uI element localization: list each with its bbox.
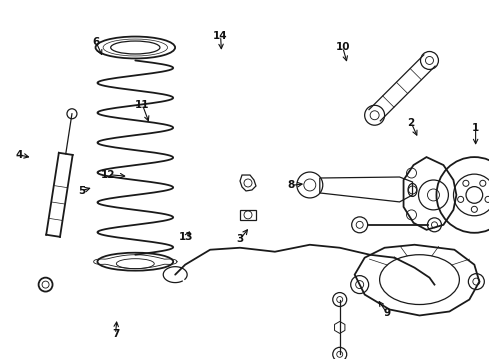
Text: 12: 12 — [101, 170, 116, 180]
Text: 14: 14 — [213, 31, 228, 41]
Text: 6: 6 — [92, 37, 99, 47]
Text: 8: 8 — [288, 180, 295, 190]
Text: 5: 5 — [78, 186, 85, 196]
Text: 3: 3 — [237, 234, 244, 244]
Text: 1: 1 — [472, 123, 479, 133]
Text: 10: 10 — [336, 42, 350, 52]
Text: 9: 9 — [383, 308, 390, 318]
Text: 13: 13 — [179, 232, 194, 242]
Text: 11: 11 — [135, 100, 149, 110]
Text: 2: 2 — [408, 118, 415, 128]
Text: 4: 4 — [16, 150, 23, 160]
Text: 7: 7 — [112, 329, 119, 339]
